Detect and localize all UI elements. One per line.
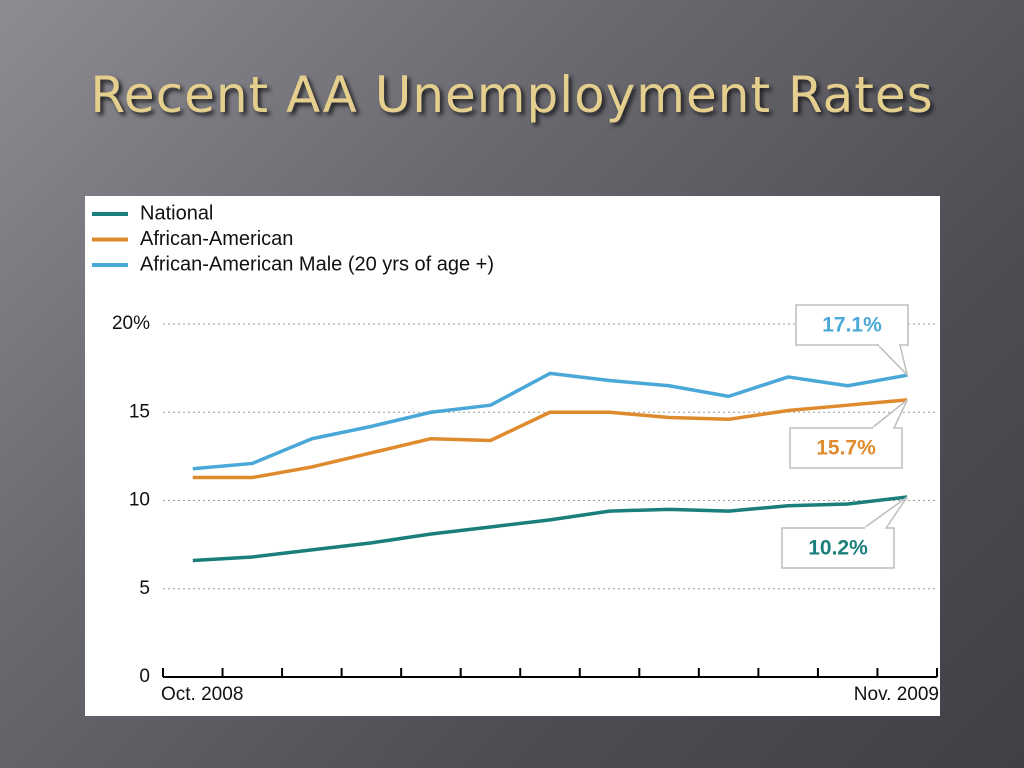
legend-label: African-American [140, 228, 293, 250]
series-line [192, 495, 908, 563]
callout-box [781, 527, 895, 569]
y-tick-label: 15 [129, 401, 150, 422]
callout-pointer [877, 344, 909, 378]
y-tick-label: 10 [129, 490, 150, 511]
data-label: 15.7% [816, 437, 876, 460]
slide-title: Recent AA Unemployment Rates [90, 66, 934, 124]
legend-label: African-American Male (20 yrs of age +) [140, 253, 494, 275]
callout-pointer [871, 399, 908, 429]
series-line [192, 371, 908, 471]
legend-label: National [140, 202, 213, 224]
callout-pointer [863, 496, 908, 529]
x-tick-label: Nov. 2009 [854, 684, 939, 705]
data-label: 17.1% [822, 314, 882, 337]
callout-box [789, 427, 903, 469]
y-tick-label: 20% [112, 313, 150, 334]
x-tick-label: Oct. 2008 [161, 684, 243, 705]
y-tick-label: 5 [139, 578, 150, 599]
callout-box [795, 304, 909, 346]
y-tick-label: 0 [139, 666, 150, 687]
series-line [192, 398, 908, 480]
data-label: 10.2% [808, 537, 868, 560]
